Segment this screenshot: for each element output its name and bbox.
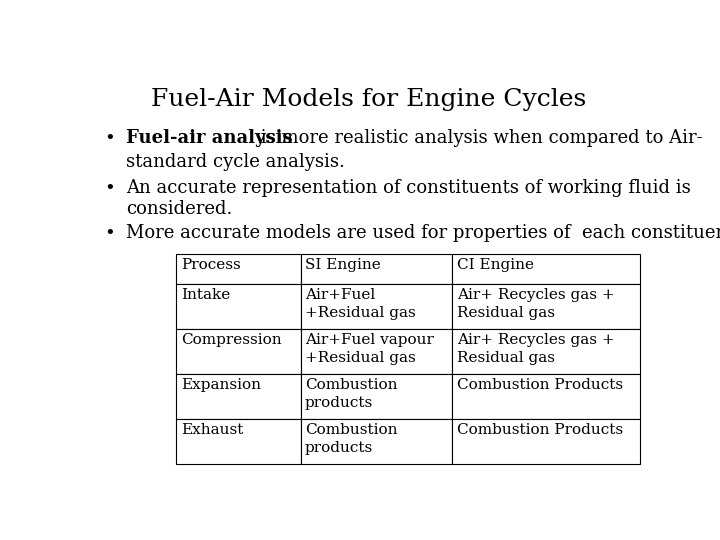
Text: Expansion: Expansion xyxy=(181,378,261,392)
Bar xyxy=(452,374,639,418)
Text: Air+Fuel
+Residual gas: Air+Fuel +Residual gas xyxy=(305,288,415,320)
Text: Fuel-Air Models for Engine Cycles: Fuel-Air Models for Engine Cycles xyxy=(151,87,587,111)
Bar xyxy=(300,254,452,284)
Text: •: • xyxy=(104,129,114,147)
Text: More accurate models are used for properties of  each constituents.: More accurate models are used for proper… xyxy=(126,224,720,241)
Text: Fuel-air analysis: Fuel-air analysis xyxy=(126,129,293,147)
Bar xyxy=(176,374,300,418)
Text: Exhaust: Exhaust xyxy=(181,423,243,437)
Bar xyxy=(452,284,639,329)
Text: Air+Fuel vapour
+Residual gas: Air+Fuel vapour +Residual gas xyxy=(305,333,434,366)
Text: standard cycle analysis.: standard cycle analysis. xyxy=(126,153,345,171)
Bar xyxy=(176,254,300,284)
Text: An accurate representation of constituents of working fluid is
considered.: An accurate representation of constituen… xyxy=(126,179,691,218)
Bar xyxy=(452,329,639,374)
Text: Combustion Products: Combustion Products xyxy=(456,378,623,392)
Text: Combustion
products: Combustion products xyxy=(305,423,397,455)
Bar xyxy=(300,284,452,329)
Text: •: • xyxy=(104,224,114,241)
Bar xyxy=(176,418,300,463)
Text: Process: Process xyxy=(181,258,240,272)
Text: Combustion
products: Combustion products xyxy=(305,378,397,410)
Text: Combustion Products: Combustion Products xyxy=(456,423,623,437)
Text: Air+ Recycles gas +
Residual gas: Air+ Recycles gas + Residual gas xyxy=(456,333,614,366)
Bar xyxy=(300,418,452,463)
Text: Compression: Compression xyxy=(181,333,282,347)
Bar xyxy=(452,418,639,463)
Text: CI Engine: CI Engine xyxy=(456,258,534,272)
Text: Air+ Recycles gas +
Residual gas: Air+ Recycles gas + Residual gas xyxy=(456,288,614,320)
Text: is more realistic analysis when compared to Air-: is more realistic analysis when compared… xyxy=(256,129,703,147)
Bar xyxy=(300,374,452,418)
Bar xyxy=(452,254,639,284)
Bar xyxy=(176,284,300,329)
Bar xyxy=(176,329,300,374)
Text: SI Engine: SI Engine xyxy=(305,258,381,272)
Text: Intake: Intake xyxy=(181,288,230,302)
Bar xyxy=(300,329,452,374)
Text: •: • xyxy=(104,179,114,197)
